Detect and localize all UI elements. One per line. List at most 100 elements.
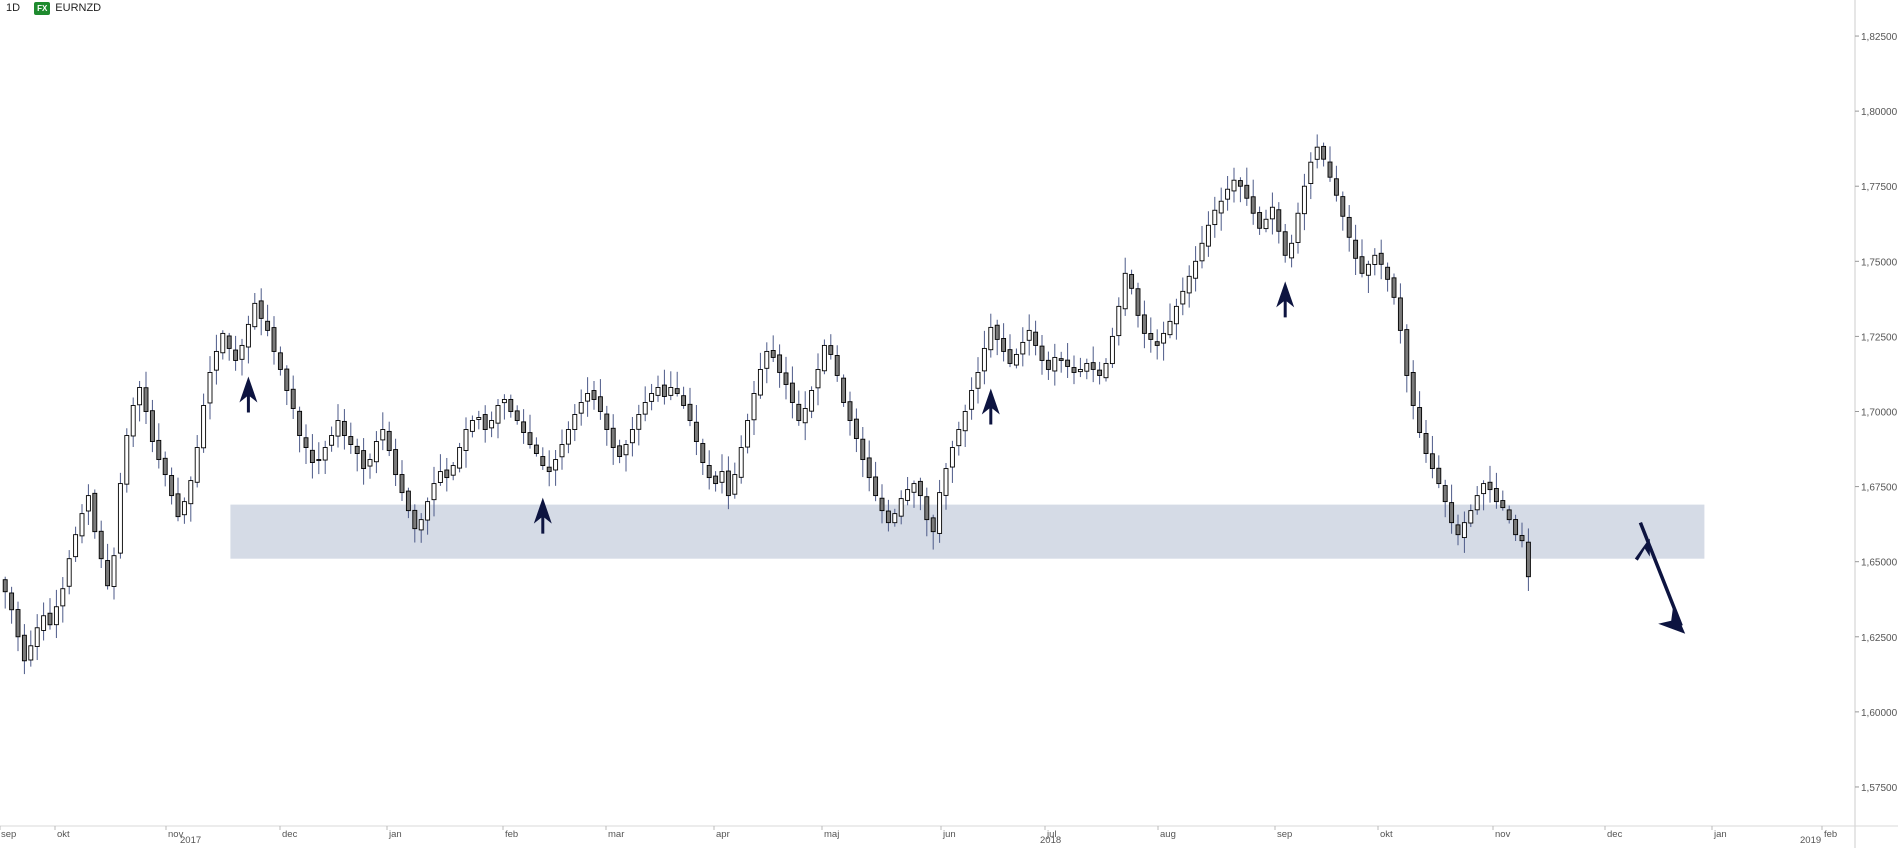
candle[interactable] [777, 344, 783, 388]
candle[interactable] [789, 366, 795, 419]
candle[interactable] [111, 547, 117, 600]
candle[interactable] [1500, 490, 1506, 511]
candle[interactable] [1205, 211, 1211, 257]
candle[interactable] [540, 447, 546, 470]
candle[interactable] [572, 404, 578, 442]
candle[interactable] [629, 416, 635, 457]
candle[interactable] [1020, 327, 1026, 367]
candle[interactable] [463, 417, 469, 468]
candle[interactable] [994, 319, 1000, 356]
candle[interactable] [1468, 504, 1474, 528]
candle[interactable] [85, 484, 91, 525]
candle[interactable] [1301, 173, 1307, 231]
candle[interactable] [802, 391, 808, 441]
candle[interactable] [213, 334, 219, 385]
candle[interactable] [335, 404, 341, 448]
candle[interactable] [482, 405, 488, 443]
candle[interactable] [1365, 260, 1371, 294]
candle[interactable] [1417, 391, 1423, 438]
candle[interactable] [1429, 435, 1435, 479]
candle[interactable] [393, 438, 399, 487]
candle[interactable] [1084, 358, 1090, 380]
candle[interactable] [412, 504, 418, 543]
candle[interactable] [655, 375, 661, 402]
candle[interactable] [1333, 165, 1339, 202]
candle[interactable] [988, 313, 994, 358]
candle[interactable] [15, 601, 21, 652]
candle[interactable] [53, 589, 59, 639]
candle[interactable] [175, 477, 181, 522]
candle[interactable] [1346, 205, 1352, 252]
candle[interactable] [233, 335, 239, 371]
candle[interactable] [1282, 223, 1288, 263]
candle[interactable] [1180, 277, 1186, 316]
candle[interactable] [661, 369, 667, 405]
candle[interactable] [341, 409, 347, 450]
candle[interactable] [578, 389, 584, 426]
candle[interactable] [476, 410, 482, 430]
candle[interactable] [495, 399, 501, 439]
candle[interactable] [457, 442, 463, 473]
candle[interactable] [1167, 303, 1173, 339]
candle[interactable] [879, 484, 885, 524]
candle[interactable] [194, 435, 200, 488]
candle[interactable] [809, 386, 815, 419]
candle[interactable] [60, 577, 66, 623]
candle[interactable] [930, 514, 936, 550]
candle[interactable] [1487, 465, 1493, 503]
candle[interactable] [764, 342, 770, 384]
candle[interactable] [1141, 300, 1147, 349]
candle[interactable] [1225, 176, 1231, 211]
candle[interactable] [1135, 282, 1141, 328]
down-arrow-head[interactable] [1658, 605, 1686, 634]
candle[interactable] [1097, 361, 1103, 385]
candle[interactable] [284, 365, 290, 406]
candle[interactable] [508, 394, 514, 418]
candle[interactable] [309, 434, 315, 479]
candle[interactable] [943, 462, 949, 510]
candle[interactable] [1263, 209, 1269, 233]
candle[interactable] [796, 390, 802, 426]
candle[interactable] [636, 404, 642, 446]
candle[interactable] [354, 438, 360, 472]
candle[interactable] [1218, 187, 1224, 231]
candle[interactable] [1525, 528, 1531, 591]
candle[interactable] [1372, 248, 1378, 276]
candle[interactable] [431, 466, 437, 517]
candle[interactable] [1116, 297, 1122, 346]
candle[interactable] [911, 480, 917, 508]
candle[interactable] [1129, 269, 1135, 295]
candle[interactable] [783, 356, 789, 400]
candle[interactable] [533, 437, 539, 457]
candle[interactable] [981, 330, 987, 385]
candle[interactable] [1327, 146, 1333, 182]
candle[interactable] [1212, 196, 1218, 238]
candle[interactable] [444, 457, 450, 492]
candle[interactable] [156, 423, 162, 469]
candle[interactable] [770, 335, 776, 363]
candle[interactable] [1090, 346, 1096, 383]
candle[interactable] [1148, 317, 1154, 353]
candle[interactable] [1436, 455, 1442, 489]
candle[interactable] [885, 499, 891, 532]
candle[interactable] [873, 461, 879, 502]
candle[interactable] [514, 405, 520, 425]
candle[interactable] [162, 451, 168, 487]
candle[interactable] [425, 497, 431, 535]
interval-label[interactable]: 1D [6, 2, 21, 14]
candle[interactable] [834, 345, 840, 382]
candle[interactable] [169, 467, 175, 505]
candle[interactable] [1340, 191, 1346, 231]
candle[interactable] [853, 408, 859, 453]
candle[interactable] [949, 440, 955, 483]
candle[interactable] [489, 411, 495, 438]
candle[interactable] [553, 449, 559, 486]
candle[interactable] [866, 440, 872, 492]
candle[interactable] [757, 352, 763, 399]
candle[interactable] [1269, 192, 1275, 235]
candle[interactable] [137, 380, 143, 422]
candle[interactable] [623, 439, 629, 472]
candle[interactable] [546, 450, 552, 487]
candle[interactable] [1474, 486, 1480, 515]
candle[interactable] [738, 435, 744, 484]
